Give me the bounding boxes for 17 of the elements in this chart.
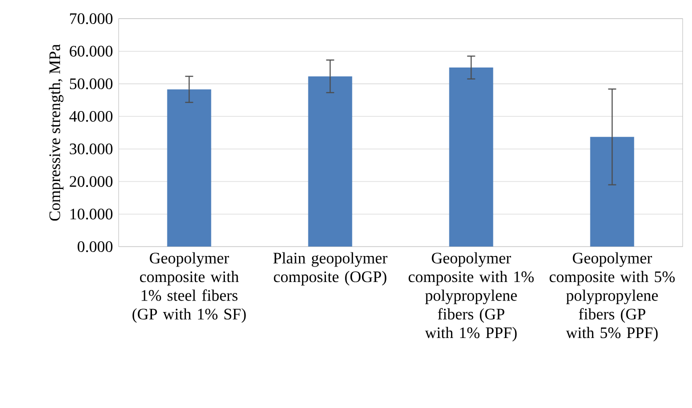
x-tick-label: Geopolymer composite with 5% polypropylene fibers (GP with 5% PPF) [550, 252, 675, 342]
bar [308, 76, 352, 247]
bar [590, 136, 634, 247]
bar [167, 89, 212, 247]
y-axis-title: Compressive strength, MPa [48, 44, 64, 221]
y-tick-label: 20.000 [70, 176, 112, 187]
y-tick-label: 70.000 [70, 13, 112, 24]
y-tick-label: 40.000 [69, 110, 112, 122]
y-tick-label: 50.000 [70, 78, 112, 90]
y-tick-label: 10.000 [70, 208, 112, 220]
y-tick-label: 30.000 [70, 144, 112, 154]
x-tick-label: Geopolymer composite with 1% steel fibers (GP with 1% SF) [132, 252, 246, 323]
x-tick-label: Geopolymer composite with 1% polypropylene fibers (GP with 1% PPF) [408, 252, 534, 342]
bar [449, 68, 494, 247]
y-tick-label: 0.000 [78, 241, 112, 252]
y-tick-label: 60.000 [70, 46, 112, 57]
x-tick-label: Plain geopolymer composite (OGP) [273, 252, 388, 286]
